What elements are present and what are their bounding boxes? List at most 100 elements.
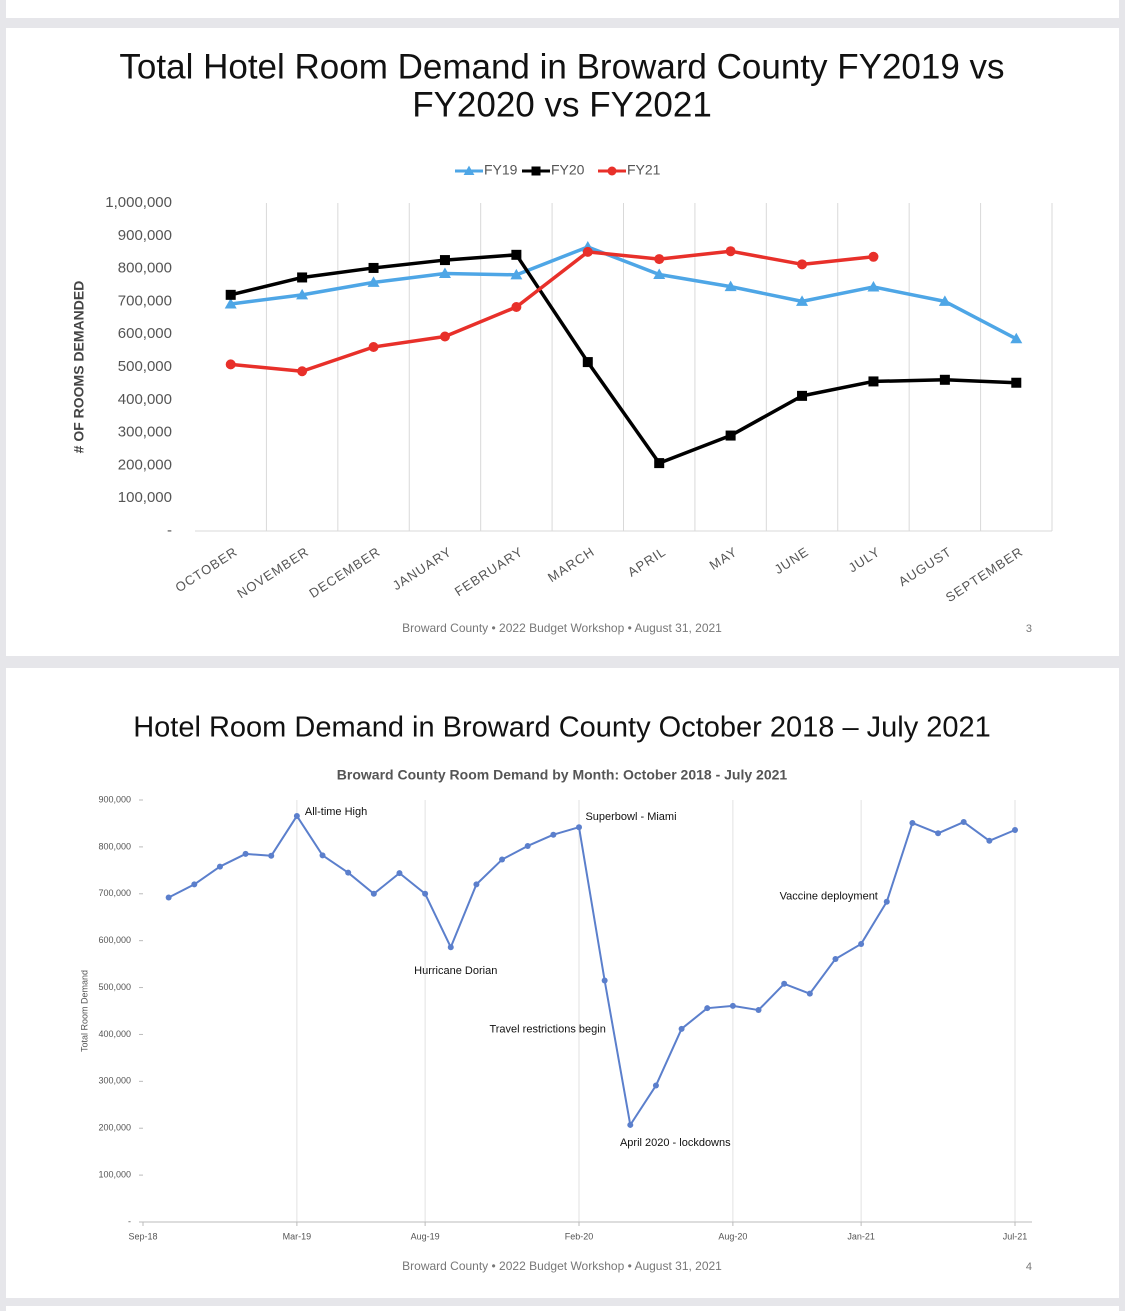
marker [938,295,951,306]
marker [607,166,617,176]
marker [216,863,223,870]
marker [499,856,506,863]
marker [511,301,522,312]
marker [725,430,736,441]
footer: Broward County • 2022 Budget Workshop • … [402,1259,722,1273]
marker [439,255,450,266]
marker [165,894,172,901]
annotation: Hurricane Dorian [414,965,497,977]
y-tick-label: 300,000 [98,1076,131,1086]
marker [550,831,557,838]
marker [986,837,993,844]
annotation: April 2020 - lockdowns [620,1137,731,1149]
marker [725,246,736,257]
marker [473,881,480,888]
marker [370,890,377,897]
y-tick-label: 800,000 [98,841,131,851]
marker [368,262,379,273]
marker [1012,827,1018,834]
marker [867,280,880,292]
marker [224,298,237,309]
y-tick-label: 600,000 [98,935,131,945]
marker [447,944,454,951]
marker [729,1002,736,1009]
x-tick-label: Feb-20 [565,1231,594,1241]
y-tick-label: 700,000 [98,888,131,898]
marker [297,366,308,377]
legend-label: FY20 [551,162,585,178]
marker [463,165,475,176]
series-line [230,245,1018,341]
annotation: Travel restrictions begin [489,1023,605,1035]
y-tick-label: - [128,1216,131,1226]
marker [652,1082,659,1089]
slide-title: Total Hotel Room Demand in Broward Count… [119,47,1004,86]
y-tick-label: 1,000,000 [105,194,172,211]
annotation: Superbowl - Miami [585,811,676,823]
y-tick-label: 800,000 [118,260,172,277]
legend-label: FY21 [627,162,661,178]
y-axis-label: # OF ROOMS DEMANDED [71,281,87,454]
marker [511,249,522,260]
marker [654,458,665,469]
y-tick-label: 900,000 [118,227,172,244]
marker [422,890,429,897]
marker [883,898,890,905]
y-tick-label: 200,000 [118,456,172,473]
y-tick-label: 500,000 [118,358,172,375]
y-axis-label: Total Room Demand [79,970,89,1052]
marker [1011,377,1022,388]
marker [439,331,450,342]
y-tick-label: 200,000 [98,1123,131,1133]
y-tick-label: 300,000 [118,424,172,441]
y-tick-label: - [167,522,172,539]
annotation: Vaccine deployment [780,891,878,903]
legend-label: FY19 [484,162,518,178]
marker [601,977,608,984]
y-tick-label: 600,000 [118,325,172,342]
marker [654,254,665,265]
marker [438,267,451,279]
marker [832,955,839,962]
marker [268,852,275,859]
x-tick-label: Sep-18 [128,1231,157,1241]
marker [293,812,300,819]
slide-title: FY2020 vs FY2021 [412,85,712,124]
slide-card [6,668,1119,1298]
slide-card [6,28,1119,656]
slide-card [6,1306,1119,1311]
y-tick-label: 400,000 [118,391,172,408]
marker [396,870,403,877]
marker [960,819,967,826]
marker [868,251,879,262]
footer: Broward County • 2022 Budget Workshop • … [402,621,722,635]
marker [935,830,942,837]
marker [806,990,813,997]
marker [653,268,666,280]
marker [345,869,352,876]
marker [368,341,379,352]
marker [797,259,808,270]
marker [242,850,249,857]
marker [755,1007,762,1014]
x-tick-label: Aug-20 [718,1231,747,1241]
y-tick-label: 700,000 [118,292,172,309]
marker [367,276,380,287]
series-line [230,249,874,374]
y-tick-label: 400,000 [98,1029,131,1039]
marker [576,824,582,831]
marker [225,289,236,300]
y-tick-label: 900,000 [98,794,131,804]
marker [319,852,326,859]
marker [531,166,541,176]
marker [868,376,879,387]
page-number: 4 [1026,1261,1032,1273]
marker [704,1005,711,1012]
slide-title: Hotel Room Demand in Broward County Octo… [133,712,991,744]
x-tick-label: Mar-19 [283,1231,312,1241]
marker [524,842,531,849]
marker [296,288,309,300]
marker [297,272,308,283]
